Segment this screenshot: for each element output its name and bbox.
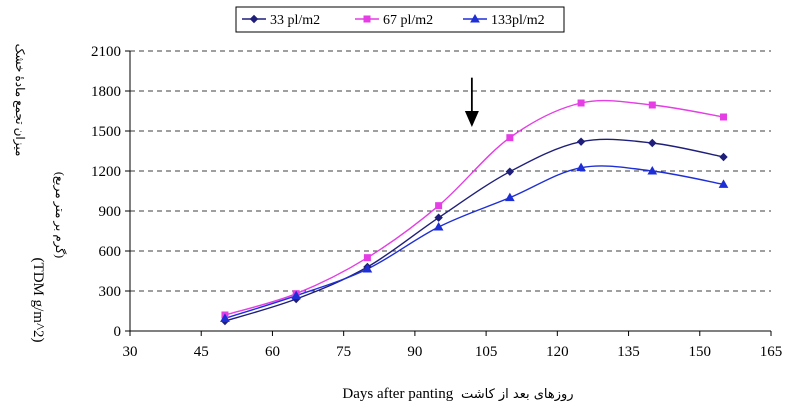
- x-tick-label: 135: [617, 344, 640, 360]
- y-tick-label: 1500: [91, 124, 121, 140]
- data-point-series-2: [435, 202, 443, 210]
- y-tick-label: 600: [99, 244, 122, 260]
- gridlines: [130, 50, 771, 292]
- data-point-series-2: [720, 113, 728, 121]
- legend-swatch-marker: [363, 15, 371, 23]
- x-axis-label-persian: روزهای بعد از کاشت: [461, 387, 574, 402]
- annotation-arrow: [464, 77, 479, 127]
- axes: [129, 51, 771, 332]
- data-point-series-2: [577, 99, 585, 107]
- data-point-series-3: [291, 290, 302, 300]
- data-point-series-1: [434, 213, 443, 222]
- x-tick-label: 60: [265, 344, 280, 360]
- legend-swatch-marker: [249, 14, 259, 24]
- x-tick-label: 30: [123, 344, 138, 360]
- x-axis-ticks: 30 45 60 75 90 105 120 135 150 165: [123, 331, 783, 360]
- legend-label: 133pl/m2: [491, 13, 545, 28]
- data-point-series-3: [504, 192, 515, 202]
- x-tick-label: 150: [689, 344, 712, 360]
- y-tick-label: 2100: [91, 44, 121, 60]
- x-tick-label: 90: [407, 344, 422, 360]
- data-point-series-3: [576, 162, 586, 172]
- series-markers: [220, 99, 729, 326]
- data-point-series-1: [648, 138, 657, 148]
- legend-label: 67 pl/m2: [383, 13, 433, 28]
- data-point-series-1: [576, 137, 586, 146]
- data-point-series-3: [718, 179, 729, 188]
- series-line-1: [224, 138, 724, 322]
- data-point-series-1: [505, 167, 515, 176]
- y-tick-label: 900: [99, 204, 122, 220]
- data-point-series-2: [648, 101, 656, 109]
- x-axis-label: Days after panting روزهای بعد از کاشت: [342, 386, 573, 402]
- data-point-series-2: [506, 134, 514, 142]
- series-line-2: [224, 99, 724, 316]
- y-axis-label-persian-line1: میزان تجمع مادهٔ خشک: [13, 44, 27, 157]
- arrow-head: [464, 111, 479, 127]
- y-axis-label-english: (TDM g/m^2): [30, 258, 46, 343]
- legend-box: [235, 6, 565, 33]
- data-point-series-3: [220, 313, 230, 322]
- y-tick-label: 0: [114, 324, 122, 340]
- series-lines: [224, 99, 724, 322]
- legend-swatch-marker: [470, 13, 480, 23]
- legend-label: 33 pl/m2: [270, 13, 320, 28]
- x-tick-label: 165: [760, 344, 783, 360]
- y-tick-label: 1800: [91, 84, 121, 100]
- data-point-series-3: [647, 165, 658, 175]
- x-tick-label: 120: [546, 344, 569, 360]
- data-point-series-2: [363, 254, 371, 262]
- data-point-series-3: [433, 221, 444, 231]
- y-tick-label: 300: [99, 284, 122, 300]
- data-point-series-1: [719, 152, 728, 162]
- legend: 33 pl/m2 67 pl/m2 133pl/m2: [235, 6, 565, 33]
- y-tick-label: 1200: [91, 164, 121, 180]
- y-axis-ticks: 0 300 600 900 1200 1500 1800 2100: [91, 44, 130, 340]
- x-tick-label: 105: [475, 344, 498, 360]
- x-tick-label: 75: [336, 344, 351, 360]
- y-axis-label-persian-line2: (گرم بر متر مربع): [53, 172, 67, 258]
- data-point-series-3: [362, 263, 373, 273]
- x-axis-label-english: Days after panting: [342, 386, 453, 402]
- x-tick-label: 45: [194, 344, 209, 360]
- series-line-3: [224, 165, 724, 320]
